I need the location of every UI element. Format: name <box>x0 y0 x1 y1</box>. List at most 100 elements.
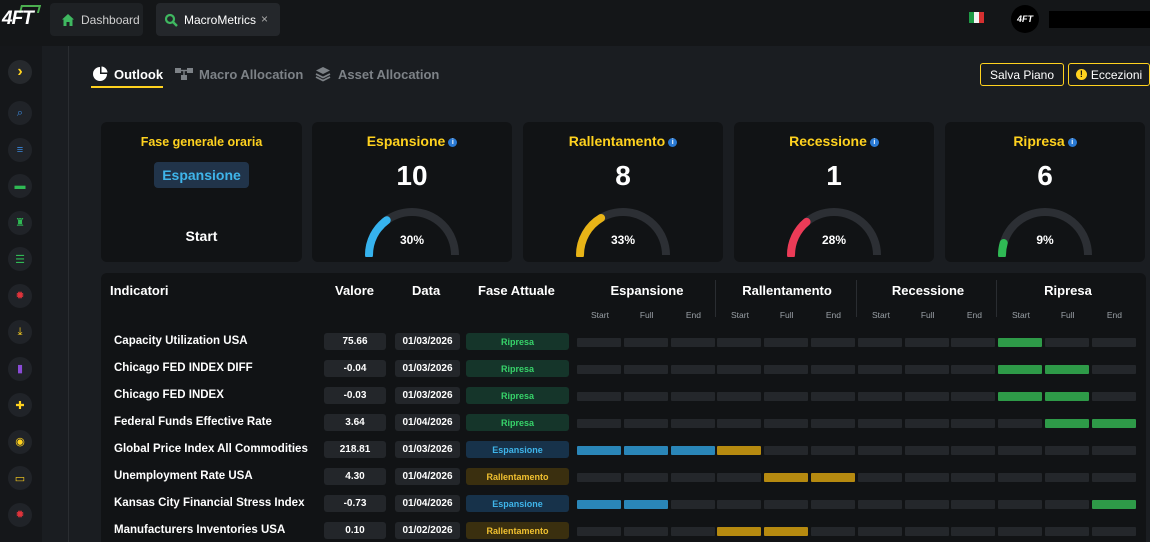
phase-cell <box>857 527 902 536</box>
gear-icon[interactable]: ✹ <box>8 283 32 308</box>
indicator-value: -0.03 <box>324 387 386 404</box>
subtab-asset-allocation[interactable]: Asset Allocation <box>315 62 439 86</box>
phase-count: 1 <box>826 160 842 191</box>
phase-cell <box>951 446 996 455</box>
phase-cell <box>670 500 715 509</box>
phase-card-title: Ripresa i <box>945 133 1145 149</box>
settings-icon[interactable]: ✹ <box>8 502 32 527</box>
phase-cell <box>904 500 949 509</box>
phase-cell <box>577 392 621 401</box>
gauge-fill <box>998 239 1008 257</box>
header-date: Data <box>412 283 441 298</box>
phase-cell <box>764 365 809 374</box>
phase-cell <box>577 338 621 347</box>
card-icon[interactable]: ▭ <box>8 466 32 490</box>
phase-card-ripresa: Ripresa i 6 9% <box>945 122 1145 262</box>
phase-cell-active <box>811 473 855 482</box>
subheader-end: End <box>825 310 841 320</box>
download-icon[interactable]: ⤓ <box>8 320 32 344</box>
info-icon[interactable]: i <box>869 137 879 147</box>
phase-card-rallentamento: Rallentamento i 8 33% <box>523 122 723 262</box>
indicator-phase-badge: Rallentamento <box>466 522 569 539</box>
subheader-full: Full <box>779 310 794 320</box>
checklist-icon[interactable]: ☰ <box>8 247 32 271</box>
phase-card-title: Espansione i <box>312 133 512 149</box>
pie-chart-icon <box>93 66 108 81</box>
phase-card-title: Recessione i <box>734 133 934 149</box>
phase-cell <box>998 419 1043 428</box>
tab-dashboard[interactable]: Dashboard <box>50 3 143 36</box>
indicator-phase-badge: Ripresa <box>466 360 569 377</box>
phase-cell-active <box>717 527 762 536</box>
phase-cell <box>811 392 855 401</box>
info-icon[interactable]: i <box>668 137 678 147</box>
phase-cell <box>904 473 949 482</box>
phase-cell-active <box>764 473 809 482</box>
italian-flag-icon[interactable] <box>969 12 984 23</box>
header-phase-recessione: Recessione <box>891 283 965 298</box>
phase-cell-active <box>998 392 1043 401</box>
gauge-percentage: 33% <box>610 233 636 247</box>
phase-cell <box>1091 365 1136 374</box>
subheader-end: End <box>1106 310 1122 320</box>
phase-cell <box>623 419 668 428</box>
gauge-fill <box>787 217 811 257</box>
phase-cell <box>1045 338 1089 347</box>
phase-cell <box>951 365 996 374</box>
gauge-percentage: 30% <box>399 233 425 247</box>
subheader-start: Start <box>872 310 890 320</box>
info-icon[interactable]: i <box>1067 137 1077 147</box>
warning-icon: ! <box>1075 69 1087 80</box>
avatar[interactable]: 4FT <box>1011 5 1039 33</box>
phase-cell <box>904 338 949 347</box>
puzzle-icon[interactable]: ✚ <box>8 393 32 417</box>
phase-card-title-text: Recessione <box>789 133 867 149</box>
user-name-redacted[interactable] <box>1049 11 1150 28</box>
phase-card-title-text: Rallentamento <box>568 133 666 149</box>
phase-cell-active <box>577 500 621 509</box>
header-phase-ripresa: Ripresa <box>1044 283 1092 298</box>
chess-rook-icon[interactable]: ♜ <box>8 210 32 235</box>
phase-cell <box>1091 338 1136 347</box>
subtab-outlook[interactable]: Outlook <box>92 62 163 86</box>
close-icon[interactable]: × <box>260 12 268 26</box>
indicator-name: Capacity Utilization USA <box>114 335 248 347</box>
save-plan-button[interactable]: Salva Piano <box>980 63 1064 86</box>
indicator-name: Chicago FED INDEX DIFF <box>114 362 253 374</box>
list-icon[interactable]: ≡ <box>8 137 32 162</box>
subtab-macro-allocation-label: Macro Allocation <box>199 66 304 82</box>
phase-cell <box>951 527 996 536</box>
phase-cell <box>717 392 762 401</box>
phase-gauge <box>576 208 670 257</box>
phase-cell <box>951 419 996 428</box>
indicator-date: 01/03/2026 <box>395 333 460 350</box>
sidebar-toggle-chevron-icon[interactable]: › <box>8 60 32 84</box>
subheader-end: End <box>685 310 701 320</box>
column-divider <box>715 280 716 317</box>
phase-cell-active <box>1045 365 1089 374</box>
search-icon[interactable]: ⌕ <box>8 101 32 125</box>
phase-cell <box>998 527 1043 536</box>
overview-subphase: Start <box>185 228 218 244</box>
subtab-macro-allocation[interactable]: Macro Allocation <box>175 62 303 86</box>
phase-card-espansione: Espansione i 10 30% <box>312 122 512 262</box>
gauge-fill <box>365 216 391 257</box>
info-icon[interactable]: i <box>448 137 458 147</box>
phase-gauge <box>998 208 1092 257</box>
wallet-icon[interactable]: ▬ <box>8 174 32 198</box>
exceptions-button[interactable]: ! Eccezioni <box>1068 63 1150 86</box>
phase-cell <box>811 446 855 455</box>
phase-count: 6 <box>1037 160 1053 191</box>
phase-cell-active <box>577 446 621 455</box>
tab-macrometrics[interactable]: MacroMetrics × <box>156 3 280 36</box>
subheader-full: Full <box>639 310 654 320</box>
app-logo[interactable]: 4FT <box>2 8 34 29</box>
indicator-name: Manufacturers Inventories USA <box>114 524 286 536</box>
phase-cell <box>717 338 762 347</box>
indicator-value: -0.04 <box>324 360 386 377</box>
document-icon[interactable]: ▮ <box>8 356 32 381</box>
headset-icon[interactable]: ◉ <box>8 429 32 454</box>
phase-cell <box>1091 392 1136 401</box>
phase-cell <box>670 473 715 482</box>
subheader-full: Full <box>920 310 935 320</box>
